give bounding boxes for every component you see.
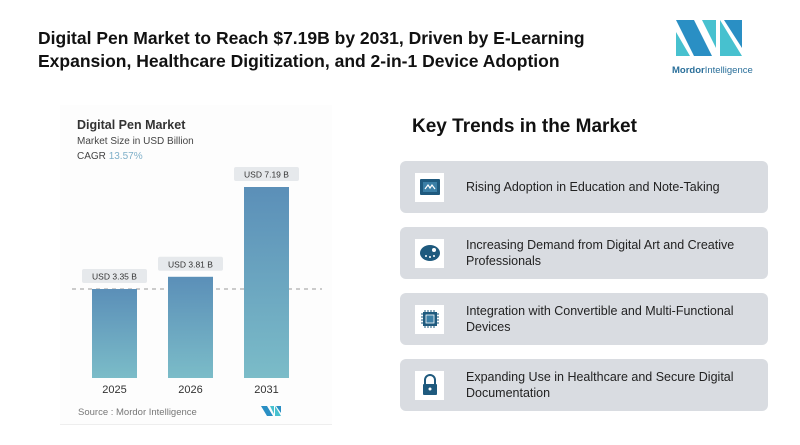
lock-icon [415, 370, 444, 400]
source-logo-icon [261, 406, 281, 416]
chart-source: Source : Mordor Intelligence [78, 407, 197, 418]
trend-card: Integration with Convertible and Multi-F… [400, 293, 768, 345]
trend-text: Increasing Demand from Digital Art and C… [466, 238, 735, 268]
chip-icon [415, 304, 444, 334]
tablet-icon [415, 172, 444, 202]
palette-icon [415, 238, 444, 268]
cagr: CAGR 13.57% [77, 151, 143, 162]
bar-2031 [244, 187, 289, 378]
trend-text: Integration with Convertible and Multi-F… [466, 304, 734, 334]
bar-chart: USD 3.35 B 2025 USD 3.81 B 2026 USD 7.19 B 20… [72, 167, 322, 396]
data-label: USD 3.81 B [168, 259, 213, 269]
x-tick-label: 2026 [178, 384, 202, 396]
data-label: USD 7.19 B [244, 170, 289, 180]
page-title: Digital Pen Market to Reach $7.19B by 20… [38, 28, 585, 71]
trend-text: Rising Adoption in Education and Note-Ta… [466, 180, 720, 194]
trends-title: Key Trends in the Market [412, 116, 637, 137]
x-tick-label: 2025 [102, 384, 126, 396]
data-label-bg [234, 167, 299, 181]
trend-card: Rising Adoption in Education and Note-Ta… [400, 161, 768, 213]
data-label-bg [158, 256, 223, 271]
bar-2026 [168, 276, 213, 378]
bar-2025 [92, 289, 137, 378]
trend-text: Expanding Use in Healthcare and Secure D… [466, 370, 734, 400]
data-label-bg [82, 269, 147, 284]
trend-card: Increasing Demand from Digital Art and C… [400, 227, 768, 279]
logo-text: MordorIntelligence [672, 65, 753, 76]
chart-title: Digital Pen Market [77, 118, 186, 132]
chart-subtitle: Market Size in USD Billion [77, 136, 194, 147]
data-label: USD 3.35 B [92, 272, 137, 282]
trend-card: Expanding Use in Healthcare and Secure D… [400, 359, 768, 411]
x-tick-label: 2031 [254, 384, 278, 396]
chart-panel: Digital Pen Market Market Size in USD Bi… [60, 105, 332, 425]
logo-mark-icon [676, 20, 742, 56]
mordor-logo: MordorIntelligence [672, 18, 772, 76]
